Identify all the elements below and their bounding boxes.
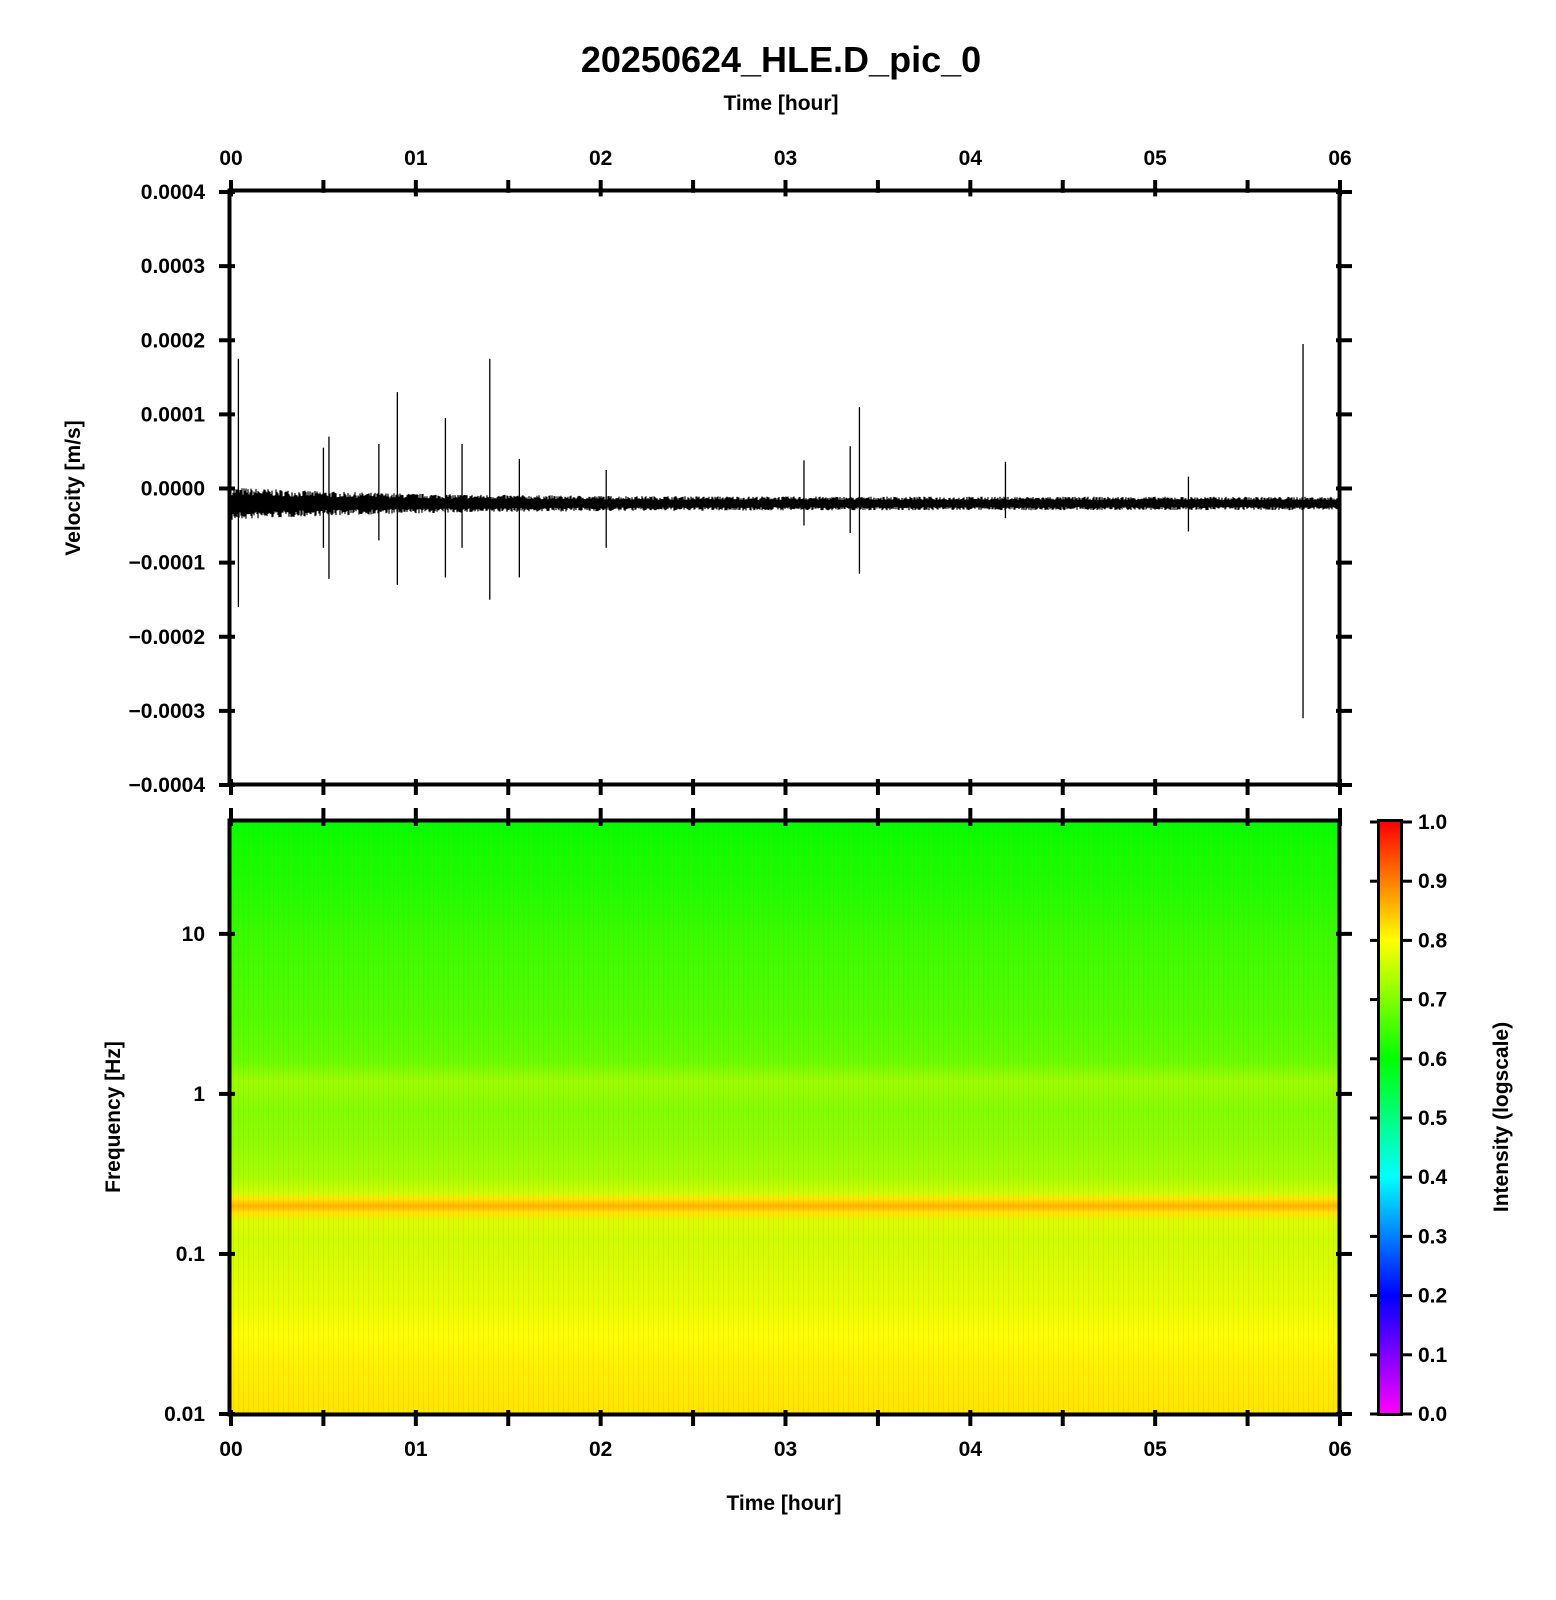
frequency-y-tick-label: 0.1 (176, 1243, 206, 1266)
top-x-tick-label: 05 (1143, 147, 1167, 170)
velocity-y-tick-label: 0.0000 (141, 478, 205, 501)
frequency-y-tick-label: 10 (182, 923, 205, 946)
velocity-y-tick-label: 0.0004 (141, 181, 206, 204)
velocity-y-tick-label: −0.0004 (129, 774, 206, 797)
velocity-y-tick-label: 0.0002 (141, 329, 205, 352)
top-x-tick-label: 01 (404, 147, 428, 170)
velocity-y-tick-labels: 0.0004 0.0003 0.0002 0.0001 0.0000 −0.0001 −0.… (129, 181, 206, 797)
bottom-x-tick-label: 05 (1143, 1438, 1167, 1461)
chart-title: 20250624_HLE.D_pic_0 (581, 39, 981, 80)
velocity-y-tick-label: 0.0001 (141, 403, 206, 426)
bottom-x-tick-label: 01 (404, 1438, 428, 1461)
colorbar-tick-label: 0.9 (1418, 870, 1447, 893)
colorbar-tick-label: 1.0 (1418, 811, 1447, 834)
top-x-axis-label: Time [hour] (723, 92, 838, 115)
colorbar-tick-label: 0.3 (1418, 1225, 1447, 1248)
velocity-y-tick-label: −0.0002 (129, 626, 206, 649)
top-x-tick-labels: 00 01 02 03 04 05 06 (219, 147, 1351, 170)
velocity-y-tick-label: 0.0003 (141, 255, 205, 278)
colorbar-tick-label: 0.0 (1418, 1403, 1447, 1426)
seismogram-frame (227, 188, 1342, 787)
bottom-x-tick-label: 00 (219, 1438, 242, 1461)
frequency-y-tick-label: 0.01 (164, 1403, 205, 1426)
colorbar-tick-label: 0.7 (1418, 989, 1447, 1012)
colorbar-tick-label: 0.4 (1418, 1166, 1448, 1189)
frequency-axis-label: Frequency [Hz] (102, 1041, 125, 1193)
colorbar-tick-labels: 0.0 0.1 0.2 0.3 0.4 0.5 0.6 0.7 0.8 0.9 1.0 (1418, 811, 1448, 1426)
top-x-tick-label: 03 (774, 147, 797, 170)
seismogram-ticks (219, 180, 1352, 795)
bottom-x-tick-label: 06 (1328, 1438, 1351, 1461)
spectrogram-stripes (230, 822, 1340, 1414)
colorbar-tick-label: 0.5 (1418, 1107, 1448, 1130)
seismogram-noise-band (231, 488, 1339, 520)
top-x-tick-label: 06 (1328, 147, 1351, 170)
bottom-x-tick-label: 03 (774, 1438, 797, 1461)
bottom-x-tick-label: 04 (959, 1438, 983, 1461)
bottom-x-axis-label: Time [hour] (726, 1492, 841, 1515)
colorbar-frame (1377, 819, 1403, 1416)
colorbar-tick-label: 0.6 (1418, 1048, 1447, 1071)
spectrogram-frame (227, 818, 1342, 1417)
velocity-y-tick-label: −0.0001 (129, 552, 206, 575)
colorbar (1370, 819, 1412, 1416)
velocity-axis-label: Velocity [m/s] (62, 420, 85, 555)
velocity-y-tick-label: −0.0003 (129, 700, 206, 723)
top-x-tick-label: 00 (219, 147, 242, 170)
bottom-x-tick-labels: 00 01 02 03 04 05 06 (219, 1438, 1351, 1461)
frequency-y-tick-label: 1 (193, 1083, 205, 1106)
colorbar-tick-label: 0.2 (1418, 1285, 1447, 1308)
colorbar-tick-label: 0.1 (1418, 1344, 1448, 1367)
top-x-tick-label: 04 (959, 147, 983, 170)
colorbar-tick-label: 0.8 (1418, 929, 1448, 952)
frequency-y-tick-labels: 10 1 0.1 0.01 (164, 923, 205, 1426)
top-x-tick-label: 02 (589, 147, 612, 170)
colorbar-label: Intensity (logscale) (1490, 1022, 1513, 1212)
bottom-x-tick-label: 02 (589, 1438, 612, 1461)
spectrogram-panel (219, 808, 1352, 1426)
colorbar-fill (1379, 822, 1401, 1414)
seismogram-panel (219, 180, 1352, 795)
seismogram-trace (231, 343, 1339, 719)
